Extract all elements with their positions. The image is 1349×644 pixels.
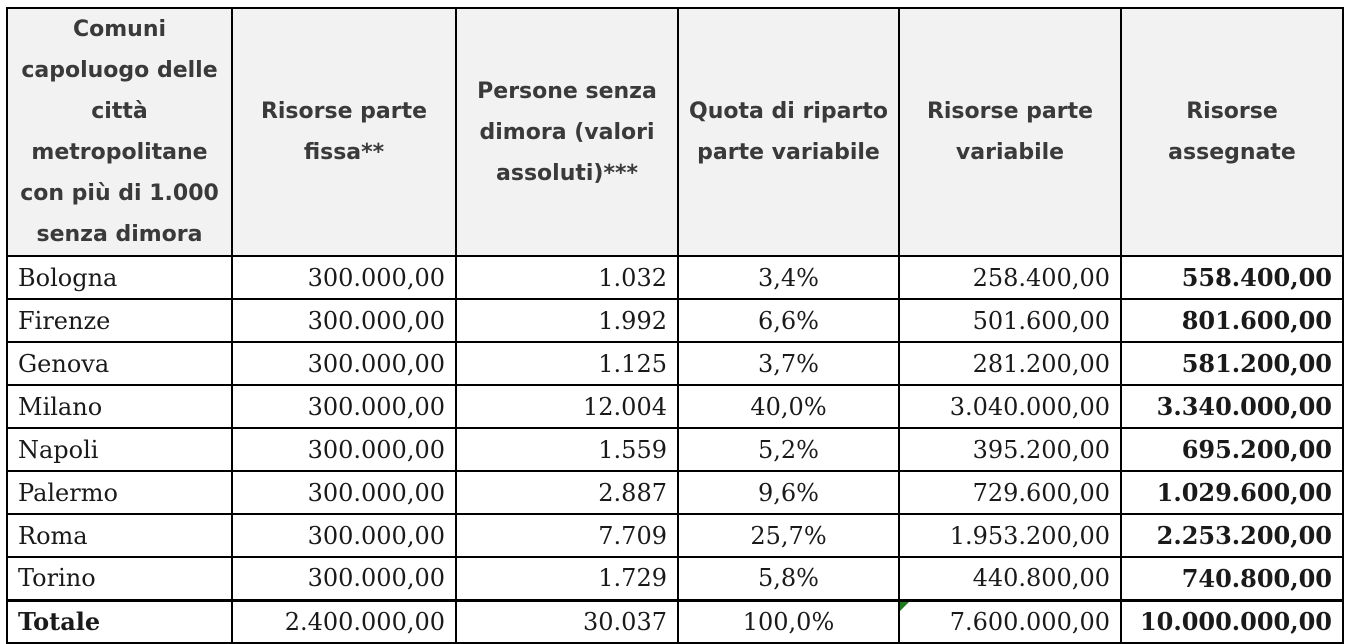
table-row: Milano 300.000,00 12.004 40,0% 3.040.000… — [6, 384, 1344, 429]
cell-assigned: 801.600,00 — [1120, 298, 1344, 343]
header-fixed-resources: Risorse parte fissa** — [231, 7, 457, 257]
header-variable-share: Quota di riparto parte variabile — [677, 7, 900, 257]
cell-assigned: 1.029.600,00 — [1120, 470, 1344, 515]
table-row: Palermo 300.000,00 2.887 9,6% 729.600,00… — [6, 470, 1344, 515]
cell-variable: 501.600,00 — [898, 298, 1122, 343]
cell-city: Bologna — [6, 255, 233, 300]
header-row: Comuni capoluogo delle città metropolita… — [6, 7, 1344, 257]
cell-flag-icon — [901, 602, 909, 611]
cell-fixed: 300.000,00 — [231, 298, 457, 343]
resource-allocation-table: Comuni capoluogo delle città metropolita… — [6, 7, 1344, 644]
cell-variable: 1.953.200,00 — [898, 513, 1122, 558]
total-fixed: 2.400.000,00 — [231, 599, 457, 644]
cell-variable: 729.600,00 — [898, 470, 1122, 515]
cell-share: 5,2% — [677, 427, 900, 472]
cell-fixed: 300.000,00 — [231, 255, 457, 300]
cell-assigned: 2.253.200,00 — [1120, 513, 1344, 558]
cell-variable: 258.400,00 — [898, 255, 1122, 300]
total-label: Totale — [6, 599, 233, 644]
table-row: Genova 300.000,00 1.125 3,7% 281.200,00 … — [6, 341, 1344, 386]
table-row: Firenze 300.000,00 1.992 6,6% 501.600,00… — [6, 298, 1344, 343]
cell-homeless: 1.032 — [455, 255, 679, 300]
cell-homeless: 12.004 — [455, 384, 679, 429]
cell-assigned: 695.200,00 — [1120, 427, 1344, 472]
cell-variable: 3.040.000,00 — [898, 384, 1122, 429]
total-assigned: 10.000.000,00 — [1120, 599, 1344, 644]
cell-share: 40,0% — [677, 384, 900, 429]
cell-city: Napoli — [6, 427, 233, 472]
header-municipalities: Comuni capoluogo delle città metropolita… — [6, 7, 233, 257]
cell-homeless: 7.709 — [455, 513, 679, 558]
total-share: 100,0% — [677, 599, 900, 644]
total-variable-value: 7.600.000,00 — [949, 607, 1110, 636]
cell-homeless: 1.125 — [455, 341, 679, 386]
cell-city: Genova — [6, 341, 233, 386]
cell-city: Firenze — [6, 298, 233, 343]
total-variable: 7.600.000,00 — [898, 599, 1122, 644]
cell-city: Roma — [6, 513, 233, 558]
cell-fixed: 300.000,00 — [231, 427, 457, 472]
total-row: Totale 2.400.000,00 30.037 100,0% 7.600.… — [6, 599, 1344, 644]
cell-assigned: 740.800,00 — [1120, 556, 1344, 601]
table-row: Roma 300.000,00 7.709 25,7% 1.953.200,00… — [6, 513, 1344, 558]
table-row: Bologna 300.000,00 1.032 3,4% 258.400,00… — [6, 255, 1344, 300]
cell-fixed: 300.000,00 — [231, 341, 457, 386]
cell-fixed: 300.000,00 — [231, 384, 457, 429]
cell-city: Torino — [6, 556, 233, 601]
cell-share: 25,7% — [677, 513, 900, 558]
cell-variable: 440.800,00 — [898, 556, 1122, 601]
cell-share: 5,8% — [677, 556, 900, 601]
cell-fixed: 300.000,00 — [231, 513, 457, 558]
header-assigned-resources: Risorse assegnate — [1120, 7, 1344, 257]
cell-homeless: 2.887 — [455, 470, 679, 515]
table-row: Napoli 300.000,00 1.559 5,2% 395.200,00 … — [6, 427, 1344, 472]
cell-assigned: 581.200,00 — [1120, 341, 1344, 386]
cell-fixed: 300.000,00 — [231, 470, 457, 515]
cell-city: Milano — [6, 384, 233, 429]
cell-assigned: 3.340.000,00 — [1120, 384, 1344, 429]
cell-variable: 281.200,00 — [898, 341, 1122, 386]
header-variable-resources: Risorse parte variabile — [898, 7, 1122, 257]
cell-assigned: 558.400,00 — [1120, 255, 1344, 300]
cell-homeless: 1.992 — [455, 298, 679, 343]
cell-variable: 395.200,00 — [898, 427, 1122, 472]
cell-share: 3,4% — [677, 255, 900, 300]
cell-share: 3,7% — [677, 341, 900, 386]
cell-share: 9,6% — [677, 470, 900, 515]
cell-share: 6,6% — [677, 298, 900, 343]
cell-homeless: 1.559 — [455, 427, 679, 472]
cell-city: Palermo — [6, 470, 233, 515]
header-homeless-persons: Persone senza dimora (valori assoluti)**… — [455, 7, 679, 257]
total-homeless: 30.037 — [455, 599, 679, 644]
cell-fixed: 300.000,00 — [231, 556, 457, 601]
cell-homeless: 1.729 — [455, 556, 679, 601]
table-row: Torino 300.000,00 1.729 5,8% 440.800,00 … — [6, 556, 1344, 601]
